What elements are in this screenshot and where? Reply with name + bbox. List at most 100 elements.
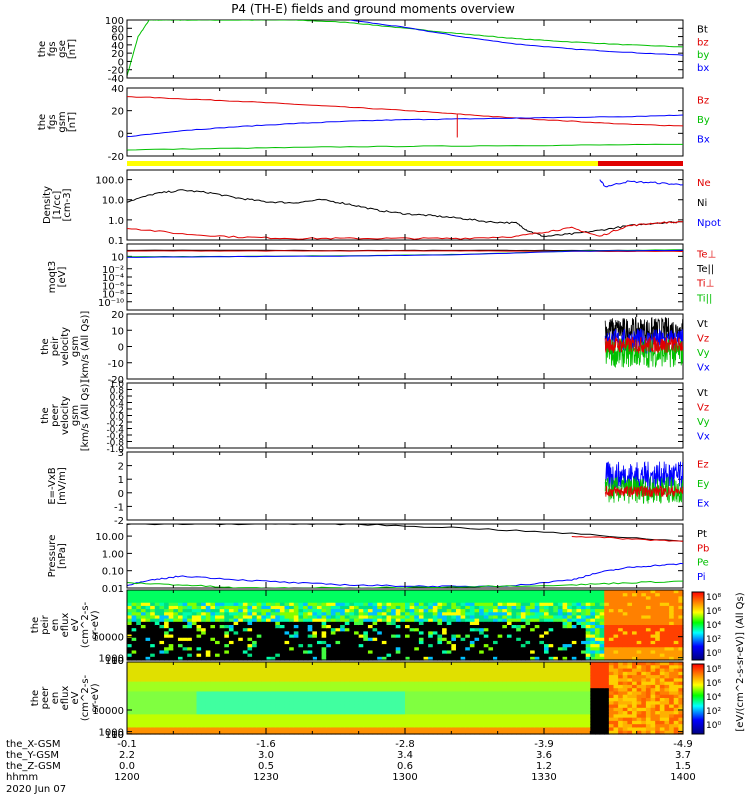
spectrogram-cell	[446, 688, 452, 693]
spectrogram-cell	[307, 688, 313, 693]
spectrogram-cell	[530, 621, 536, 626]
spectrogram-cell	[613, 593, 619, 597]
spectrogram-cell	[534, 599, 540, 604]
spectrogram-cell	[386, 596, 392, 601]
spectrogram-cell	[159, 628, 165, 632]
spectrogram-cell	[164, 727, 170, 732]
spectrogram-cell	[400, 605, 406, 610]
spectrogram-cell	[423, 647, 429, 652]
spectrogram-cell	[451, 615, 457, 620]
spectrogram-cell	[182, 644, 188, 648]
spectrogram-cell	[502, 701, 508, 706]
spectrogram-cell	[367, 671, 374, 676]
spectrogram-cell	[131, 640, 137, 645]
spectrogram-cell	[275, 694, 281, 699]
spectrogram-cell	[261, 694, 267, 699]
spectrogram-cell	[474, 701, 480, 706]
spectrogram-cell	[275, 593, 281, 597]
spectrogram-cell	[298, 640, 304, 645]
spectrogram-cell	[335, 625, 341, 629]
spectrogram-cell	[131, 653, 137, 658]
spectrogram-cell	[219, 612, 225, 617]
spectrogram-cell	[451, 650, 457, 655]
spectrogram-cell	[479, 605, 485, 610]
spectrogram-cell	[432, 647, 439, 652]
spectrogram-cell	[349, 698, 355, 702]
spectrogram-cell	[381, 668, 388, 673]
spectrogram-cell	[127, 609, 133, 613]
spectrogram-cell	[497, 637, 503, 642]
y-tick-label: 10	[111, 252, 124, 263]
spectrogram-cell	[344, 650, 350, 655]
spectrogram-cell	[187, 625, 193, 629]
spectrogram-cell	[511, 665, 517, 670]
spectrogram-cell	[154, 590, 161, 594]
spectrogram-cell	[354, 678, 360, 683]
spectrogram-cell	[177, 618, 184, 623]
spectrogram-cell	[228, 724, 235, 729]
y-tick-label: -0.6	[106, 432, 124, 442]
spectrogram-cell	[571, 602, 578, 607]
spectrogram-cell	[164, 602, 170, 607]
spectrogram-cell	[215, 714, 221, 719]
spectrogram-cell	[377, 599, 383, 604]
spectrogram-cell	[177, 724, 184, 729]
spectrogram-cell	[219, 605, 225, 610]
spectrogram-cell	[154, 599, 161, 604]
spectrogram-cell	[196, 730, 202, 735]
spectrogram-cell	[460, 711, 466, 715]
spectrogram-cell	[205, 647, 211, 652]
spectrogram-cell	[506, 684, 513, 689]
spectrogram-cell	[242, 704, 249, 709]
spectrogram-cell	[544, 625, 550, 629]
spectrogram-cell	[418, 714, 425, 719]
spectrogram-cell	[455, 615, 462, 620]
spectrogram-cell	[164, 631, 170, 636]
spectrogram-cell	[659, 605, 666, 610]
spectrogram-cell	[358, 684, 364, 689]
spectrogram-cell	[650, 644, 656, 648]
spectrogram-cell	[266, 602, 272, 607]
spectrogram-cell	[256, 671, 262, 676]
spectrogram-cell	[191, 647, 198, 652]
spectrogram-cell	[405, 618, 411, 623]
spectrogram-cell	[210, 730, 216, 735]
spectrogram-cell	[136, 665, 142, 670]
spectrogram-cell	[136, 707, 142, 712]
spectrogram-cell	[604, 640, 610, 645]
spectrogram-cell	[502, 631, 508, 636]
spectrogram-cell	[493, 612, 499, 617]
spectrogram-cell	[252, 593, 258, 597]
spectrogram-cell	[228, 688, 235, 693]
spectrogram-cell	[409, 612, 415, 617]
spectrogram-cell	[627, 644, 633, 648]
spectrogram-cell	[182, 650, 188, 655]
spectrogram-cell	[349, 621, 355, 626]
spectrogram-cell	[354, 668, 360, 673]
spectrogram-cell	[632, 656, 638, 661]
spectrogram-cell	[655, 631, 661, 636]
spectrogram-cell	[279, 590, 286, 594]
spectrogram-cell	[289, 717, 295, 722]
spectrogram-cell	[215, 668, 221, 673]
spectrogram-cell	[372, 704, 378, 709]
spectrogram-cell	[414, 602, 420, 607]
spectrogram-cell	[428, 596, 434, 601]
spectrogram-cell	[386, 671, 392, 676]
spectrogram-cell	[233, 605, 239, 610]
spectrogram-cell	[266, 681, 272, 686]
spectrogram-cell	[460, 625, 466, 629]
spectrogram-cell	[405, 691, 411, 696]
spectrogram-cell	[205, 714, 211, 719]
spectrogram-cell	[358, 612, 364, 617]
spectrogram-cell	[275, 647, 281, 652]
legend-entry: Te||	[696, 264, 714, 275]
spectrogram-cell	[349, 602, 355, 607]
y-tick-label: 10.0	[102, 196, 124, 207]
spectrogram-cell	[303, 590, 309, 594]
spectrogram-cell	[446, 634, 452, 639]
spectrogram-cell	[636, 618, 642, 623]
spectrogram-cell	[414, 662, 420, 666]
spectrogram-cell	[432, 634, 439, 639]
spectrogram-cell	[511, 618, 517, 623]
